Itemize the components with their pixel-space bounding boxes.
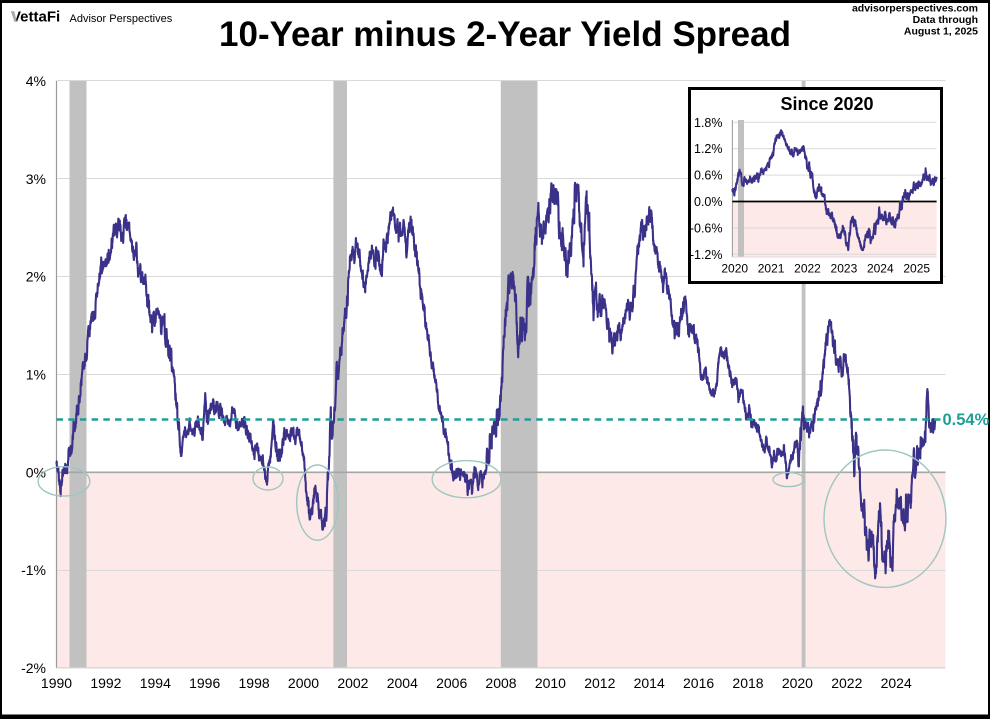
svg-text:0.54%: 0.54% — [943, 411, 990, 429]
svg-text:-0.6%: -0.6% — [690, 221, 723, 235]
svg-text:1.2%: 1.2% — [694, 142, 723, 156]
svg-text:1996: 1996 — [189, 675, 220, 691]
svg-text:2004: 2004 — [387, 675, 418, 691]
svg-text:2025: 2025 — [903, 262, 930, 276]
svg-text:2016: 2016 — [683, 675, 714, 691]
svg-text:2008: 2008 — [485, 675, 516, 691]
svg-text:2018: 2018 — [732, 675, 763, 691]
svg-text:2024: 2024 — [867, 262, 894, 276]
svg-text:4%: 4% — [26, 73, 46, 89]
svg-text:2002: 2002 — [337, 675, 368, 691]
svg-text:3%: 3% — [26, 171, 46, 187]
svg-text:advisorperspectives.com: advisorperspectives.com — [852, 3, 978, 15]
svg-text:0.6%: 0.6% — [694, 169, 723, 183]
svg-text:2024: 2024 — [881, 675, 912, 691]
svg-text:2020: 2020 — [782, 675, 813, 691]
svg-text:1998: 1998 — [239, 675, 270, 691]
svg-text:August 1, 2025: August 1, 2025 — [904, 26, 978, 38]
svg-text:2012: 2012 — [584, 675, 615, 691]
svg-text:2023: 2023 — [831, 262, 858, 276]
svg-text:1.8%: 1.8% — [694, 116, 723, 130]
svg-text:-1.2%: -1.2% — [690, 248, 723, 262]
svg-text:Advisor Perspectives: Advisor Perspectives — [70, 13, 173, 25]
svg-text:-2%: -2% — [21, 660, 46, 676]
svg-text:Since 2020: Since 2020 — [780, 94, 873, 114]
svg-text:1994: 1994 — [140, 675, 171, 691]
svg-text:Data through: Data through — [913, 14, 978, 26]
svg-text:VettaFi: VettaFi — [11, 9, 60, 26]
svg-text:2%: 2% — [26, 269, 46, 285]
svg-text:2000: 2000 — [288, 675, 319, 691]
svg-text:10-Year minus 2-Year Yield Spr: 10-Year minus 2-Year Yield Spread — [219, 15, 791, 54]
svg-text:2022: 2022 — [794, 262, 821, 276]
svg-text:2020: 2020 — [721, 262, 748, 276]
svg-text:-1%: -1% — [21, 562, 46, 578]
svg-text:2006: 2006 — [436, 675, 467, 691]
svg-text:2022: 2022 — [831, 675, 862, 691]
svg-text:1%: 1% — [26, 367, 46, 383]
svg-text:0%: 0% — [26, 464, 46, 480]
svg-text:1990: 1990 — [41, 675, 72, 691]
svg-text:2010: 2010 — [535, 675, 566, 691]
svg-text:0.0%: 0.0% — [694, 195, 723, 209]
svg-text:1992: 1992 — [90, 675, 121, 691]
svg-text:2021: 2021 — [758, 262, 785, 276]
svg-text:2014: 2014 — [634, 675, 665, 691]
